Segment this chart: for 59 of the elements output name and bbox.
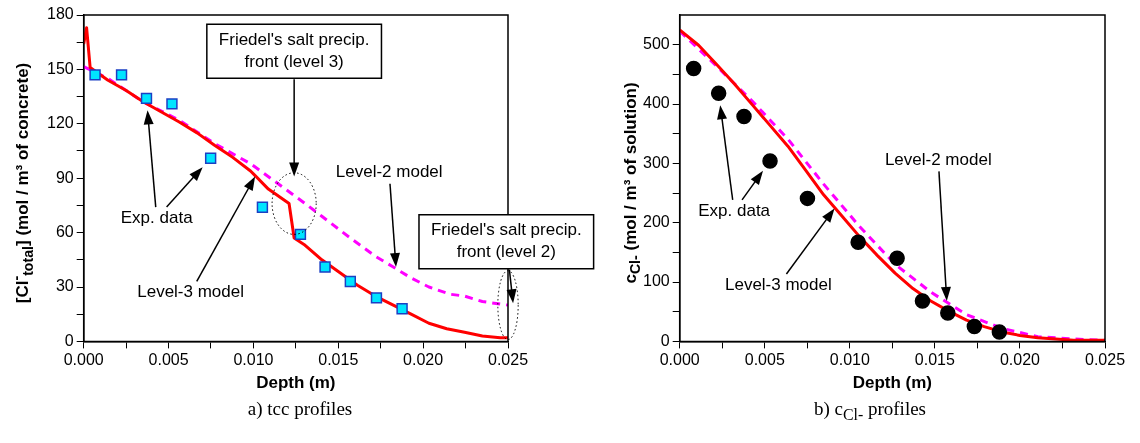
y-tick-label: 0 — [64, 331, 74, 349]
point — [294, 228, 307, 241]
point — [370, 292, 383, 304]
annotation: Friedel's salt precip. front (level 3) — [218, 29, 370, 71]
x-tick-label: 0.020 — [999, 351, 1041, 369]
y-tick-label: 180 — [46, 5, 74, 23]
point — [115, 69, 128, 81]
y-tick-label: 120 — [46, 114, 74, 132]
point — [256, 201, 269, 213]
annotation: Exp. data — [698, 200, 771, 220]
point — [89, 69, 101, 81]
x-tick-label: 0.025 — [487, 351, 529, 369]
annotation: Level-2 model — [884, 150, 992, 170]
point — [799, 190, 816, 207]
y-tick-label: 0 — [660, 331, 670, 349]
x-tick-label: 0.010 — [233, 351, 274, 369]
y-tick-label: 100 — [642, 272, 670, 290]
point — [710, 85, 727, 102]
point — [914, 293, 931, 309]
y-tick-label: 30 — [55, 277, 74, 295]
x-axis-title: Depth (m) — [852, 373, 933, 393]
x-tick-label: 0.000 — [659, 351, 700, 369]
y-tick-label: 60 — [55, 223, 74, 241]
annotation: Friedel's salt precip. front (level 2) — [430, 220, 582, 262]
annotation: Level-2 model — [335, 162, 443, 182]
x-tick-label: 0.020 — [403, 351, 444, 369]
point — [966, 318, 983, 335]
x-tick-label: 0.015 — [318, 351, 359, 369]
y-tick-label: 300 — [642, 153, 670, 171]
point — [319, 261, 331, 273]
y-tick-label: 200 — [642, 213, 670, 231]
y-tick-label: 500 — [642, 35, 670, 53]
annotation: Exp. data — [120, 207, 194, 227]
text: a) tcc profiles — [246, 398, 354, 420]
point — [762, 153, 778, 169]
point — [850, 234, 866, 251]
y-tick-label: 90 — [55, 168, 74, 186]
point — [166, 98, 178, 110]
annotation: Level-3 model — [724, 274, 832, 294]
x-tick-label: 0.015 — [914, 351, 955, 369]
x-tick-label: 0.005 — [148, 351, 189, 369]
text: b) c$_{Cl-}$ profiles — [812, 398, 927, 424]
point — [940, 305, 956, 321]
point — [736, 108, 752, 125]
point — [344, 275, 357, 288]
point — [889, 250, 905, 267]
y-tick-label: 150 — [46, 59, 74, 77]
x-tick-label: 0.010 — [829, 351, 870, 369]
y-tick-label: 400 — [642, 94, 670, 112]
x-tick-label: 0.025 — [1084, 351, 1126, 369]
x-tick-label: 0.005 — [744, 351, 785, 369]
point — [204, 152, 217, 164]
x-axis-title: Depth (m) — [256, 373, 336, 393]
point — [991, 324, 1008, 340]
point — [396, 303, 408, 315]
x-tick-label: 0.000 — [63, 351, 104, 369]
point — [685, 60, 702, 77]
annotation: Level-3 model — [137, 282, 245, 302]
point — [140, 92, 153, 105]
